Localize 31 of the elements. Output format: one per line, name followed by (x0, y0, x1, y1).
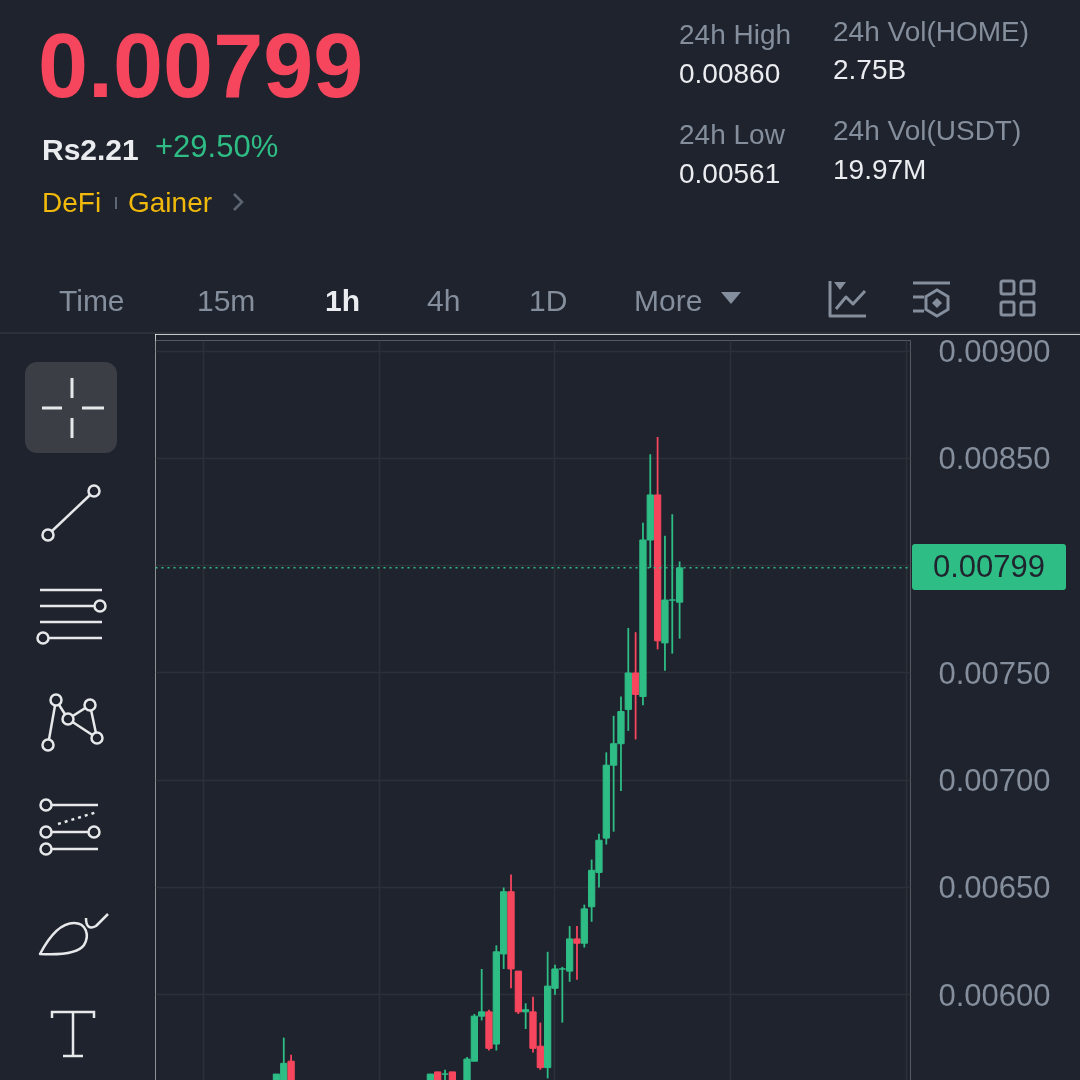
text: 1D (529, 283, 568, 317)
text: 24h High (679, 19, 792, 51)
text: 0.00860 (679, 58, 781, 90)
text: 15m (197, 283, 256, 317)
text: 0.00561 (679, 158, 781, 190)
text: 4h (427, 283, 461, 317)
text: More (634, 283, 703, 317)
text: DeFi (42, 187, 102, 219)
y-tick-label: 0.00850 (938, 441, 1051, 477)
text: Gainer (128, 187, 213, 219)
candlestick (573, 925, 581, 981)
text: 2.75B (833, 54, 907, 86)
text: 24h Low (679, 119, 785, 151)
candlestick (631, 631, 640, 741)
chart-title: 0.00799 (38, 15, 364, 116)
text: Rs2.21 (42, 132, 139, 166)
y-tick-label: 0.00750 (938, 655, 1051, 691)
y-tick-label: 0.00650 (938, 870, 1051, 906)
text: 24h Vol(USDT) (833, 115, 1022, 147)
text: 19.97M (833, 154, 927, 186)
candlestick (287, 1053, 295, 1080)
text: +29.50% (155, 128, 279, 164)
text: Time (59, 283, 125, 317)
text: 24h Vol(HOME) (833, 16, 1030, 48)
y-tick-label: 0.00700 (938, 763, 1051, 799)
text: 1h (325, 283, 361, 317)
candlestick (441, 1068, 449, 1080)
ref-line-label: 0.00799 (912, 544, 1066, 591)
candlestick (522, 1002, 530, 1030)
y-tick-label: 0.00900 (938, 334, 1051, 370)
y-tick-label: 0.00600 (938, 977, 1051, 1013)
